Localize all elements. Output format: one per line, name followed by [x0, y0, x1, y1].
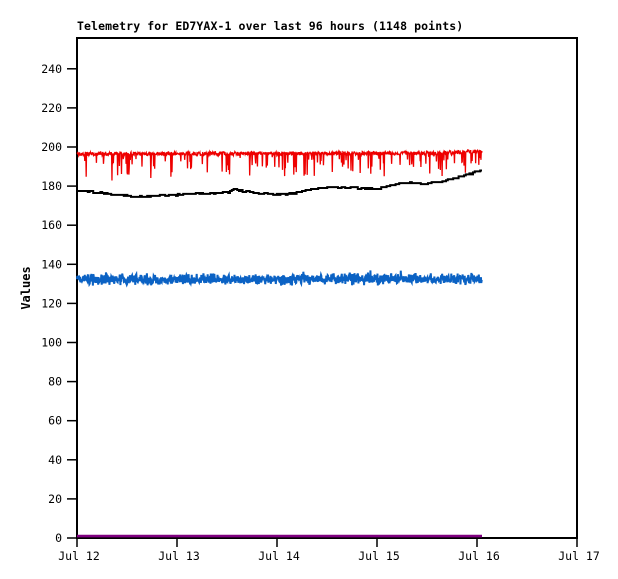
series-red-spiky-series [76, 148, 483, 181]
x-tick-label: Jul 12 [58, 549, 100, 563]
y-tick-label: 40 [48, 453, 62, 467]
data-series [76, 148, 483, 538]
y-tick-label: 0 [55, 531, 62, 545]
x-tick-label: Jul 16 [458, 549, 500, 563]
series-black-step-series [77, 169, 482, 198]
y-tick-label: 100 [41, 335, 62, 349]
x-tick-label: Jul 17 [558, 549, 600, 563]
y-tick-label: 60 [48, 414, 62, 428]
series-blue-noisy-band-series [76, 270, 483, 288]
y-tick-label: 160 [41, 218, 62, 232]
plot-border [76, 37, 578, 539]
x-tick-label: Jul 13 [158, 549, 200, 563]
y-tick-label: 220 [41, 101, 62, 115]
y-tick-label: 200 [41, 140, 62, 154]
y-tick-label: 240 [41, 62, 62, 76]
chart-title: Telemetry for ED7YAX-1 over last 96 hour… [77, 19, 463, 33]
x-tick-label: Jul 14 [258, 549, 300, 563]
y-axis-label: Values [19, 266, 33, 309]
axis-ticks: 0 20 40 60 80 100 120 140 160 180 200 220 240 Jul 12 J… [41, 62, 600, 563]
y-tick-label: 180 [41, 179, 62, 193]
y-tick-label: 120 [41, 296, 62, 310]
y-tick-label: 20 [48, 492, 62, 506]
y-tick-label: 140 [41, 257, 62, 271]
x-tick-label: Jul 15 [358, 549, 400, 563]
y-tick-label: 80 [48, 375, 62, 389]
